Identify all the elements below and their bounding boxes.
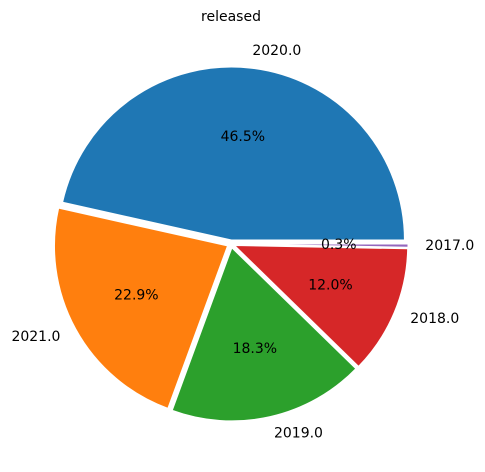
pie-labels: 2020.0 46.5% 2021.0 22.9% 2019.0 18.3% 2018.0 1… bbox=[11, 43, 474, 442]
chart-title: released bbox=[201, 9, 261, 25]
percentage-label: 46.5% bbox=[221, 129, 265, 145]
pie-slice-2021-0 bbox=[54, 207, 229, 409]
percentage-label: 22.9% bbox=[114, 288, 158, 304]
pie-slice-2017-0 bbox=[234, 243, 409, 248]
category-label: 2019.0 bbox=[274, 425, 323, 441]
category-label: 2021.0 bbox=[11, 329, 60, 345]
category-label: 2017.0 bbox=[425, 238, 474, 254]
pie-slice-2018-0 bbox=[233, 245, 409, 368]
pie-slices bbox=[54, 66, 409, 422]
category-label: 2020.0 bbox=[252, 43, 301, 59]
percentage-label: 0.3% bbox=[321, 237, 357, 253]
category-label: 2018.0 bbox=[410, 311, 459, 327]
pie-slice-2019-0 bbox=[171, 247, 357, 422]
percentage-label: 12.0% bbox=[308, 278, 352, 294]
pie-slice-2020-0 bbox=[62, 66, 405, 241]
percentage-label: 18.3% bbox=[233, 341, 277, 357]
